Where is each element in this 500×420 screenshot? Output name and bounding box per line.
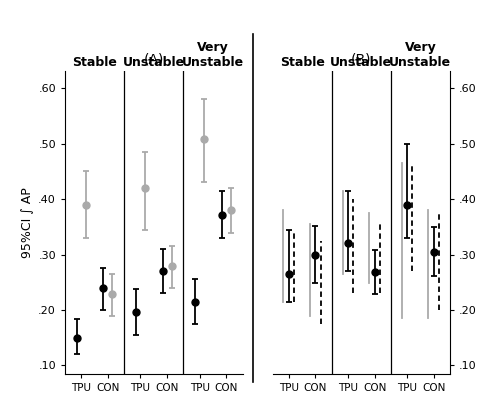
Text: Very
Unstable: Very Unstable — [182, 41, 244, 68]
Text: Very
Unstable: Very Unstable — [390, 41, 452, 68]
Text: Stable: Stable — [280, 55, 324, 68]
Title: (A): (A) — [144, 52, 164, 66]
Text: Unstable: Unstable — [122, 55, 185, 68]
Text: Stable: Stable — [72, 55, 117, 68]
Y-axis label: 95%CI ∫ AP: 95%CI ∫ AP — [21, 187, 34, 258]
Title: (B): (B) — [351, 52, 372, 66]
Text: Unstable: Unstable — [330, 55, 392, 68]
